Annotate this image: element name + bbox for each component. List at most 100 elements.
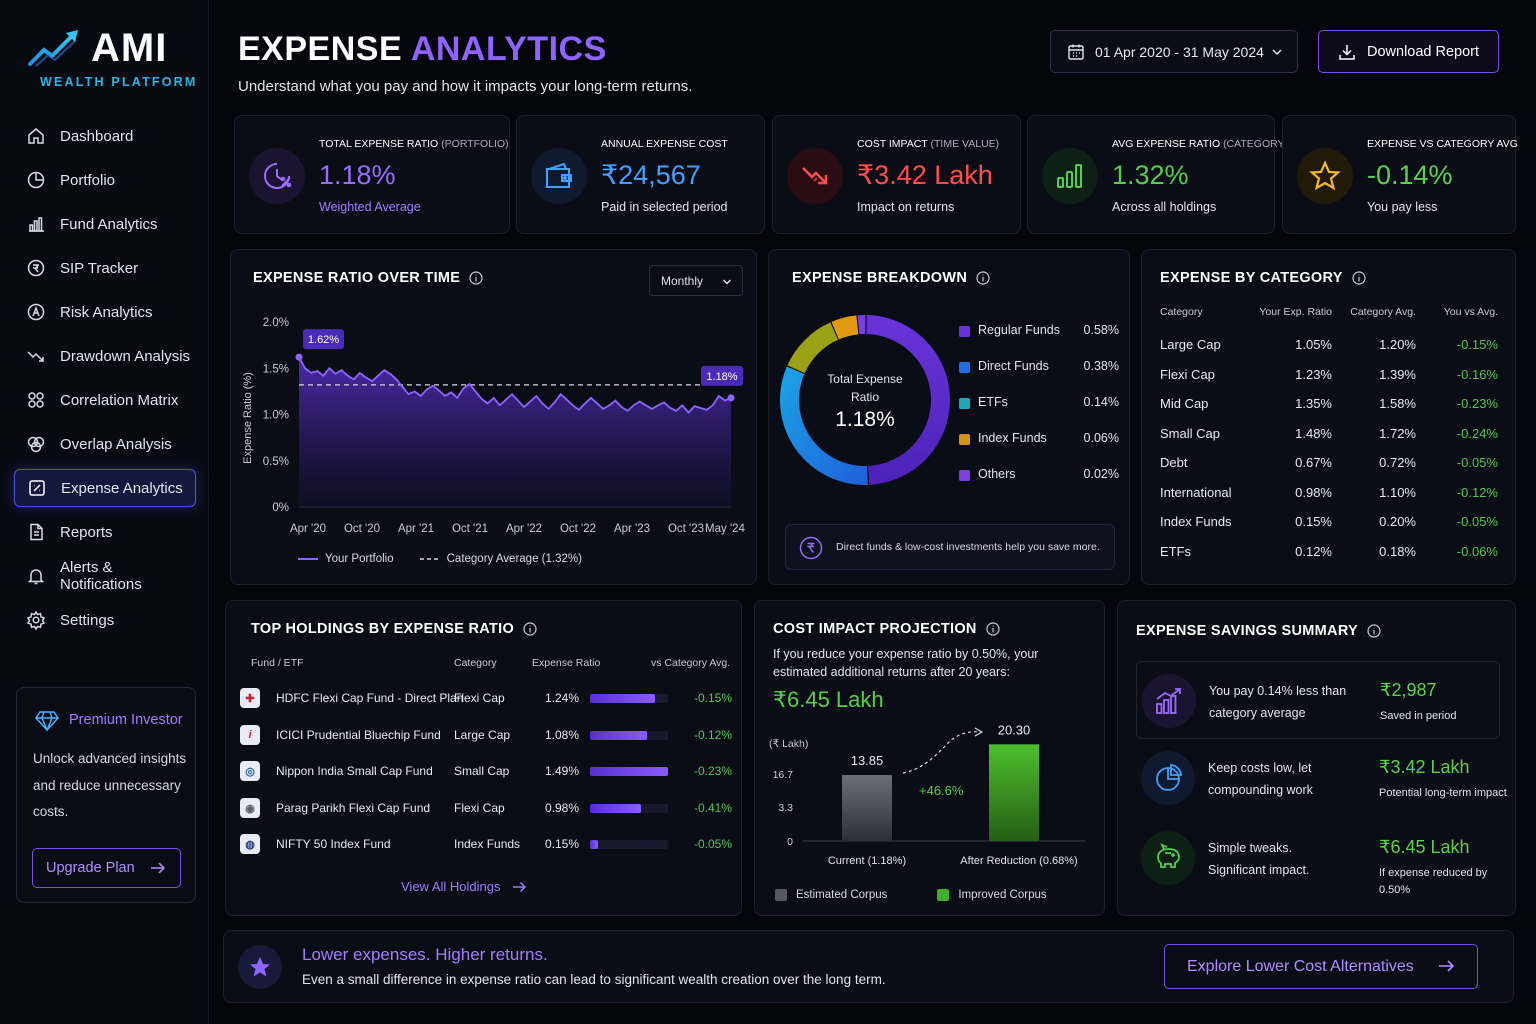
cell-your-ratio: 1.23% [1295,366,1332,382]
premium-title: Premium Investor [69,712,183,728]
savings-note: Saved in period [1380,710,1457,722]
info-icon[interactable] [976,271,990,285]
sidebar-item-sip-tracker[interactable]: SIP Tracker [14,246,196,290]
diamond-icon [35,711,59,732]
donut-segment[interactable] [831,315,859,340]
breakdown-legend-item: Index Funds 0.06% [959,430,1119,450]
sidebar-item-settings[interactable]: Settings [14,598,196,642]
download-report-label: Download Report [1367,43,1480,60]
bar-category-label: After Reduction (0.68%) [960,855,1077,867]
savings-item: Keep costs low, let compounding work ₹3.… [1136,739,1507,817]
kpi-label: AVG EXPENSE RATIO (CATEGORY) [1112,138,1288,150]
footer-banner: Lower expenses. Higher returns. Even a s… [223,930,1514,1003]
holding-row[interactable]: ✚ HDFC Flexi Cap Fund - Direct Plan Flex… [240,681,732,718]
info-icon[interactable] [523,622,537,636]
info-icon[interactable] [1352,271,1366,285]
bar-value-label: 20.30 [998,722,1031,737]
download-report-button[interactable]: Download Report [1318,30,1499,73]
sidebar-item-correlation-matrix[interactable]: Correlation Matrix [14,378,196,422]
legend-swatch [959,362,970,373]
sidebar-item-dashboard[interactable]: Dashboard [14,114,196,158]
projection-description: If you reduce your expense ratio by 0.50… [773,647,1039,679]
tip-text: Direct funds & low-cost investments help… [836,541,1100,553]
holding-fund: Parag Parikh Flexi Cap Fund [276,801,431,815]
cell-vs-avg: -0.23% [1456,396,1498,412]
projection-bar [842,775,892,841]
panel-title: EXPENSE SAVINGS SUMMARY [1136,623,1381,639]
sidebar-item-label: Overlap Analysis [60,435,172,453]
cell-your-ratio: 0.15% [1295,514,1332,530]
donut-segment[interactable] [787,322,839,374]
sidebar-item-expense-analytics[interactable]: Expense Analytics [14,469,196,507]
icici-logo-icon: i [240,725,260,745]
info-icon[interactable] [469,271,483,285]
cell-category-avg: 1.39% [1379,366,1416,382]
view-all-label: View All Holdings [401,879,501,894]
kpi-card-avg-expense-ratio: AVG EXPENSE RATIO (CATEGORY) 1.32% Acros… [1027,115,1288,234]
legend-value: 0.02% [1083,467,1119,481]
brand-logo[interactable]: AMI WEALTH PLATFORM [28,26,195,96]
kpi-subtext: Paid in selected period [601,200,728,214]
sidebar-item-label: SIP Tracker [60,259,139,277]
kpi-subtext: Weighted Average [319,200,421,214]
bar-value-label: 13.85 [851,753,884,768]
holding-row[interactable]: ◉ Parag Parikh Flexi Cap Fund Flexi Cap … [240,791,732,828]
view-all-holdings-link[interactable]: View All Holdings [401,879,527,894]
y-tick-label: 2.0% [263,317,289,329]
panel-title-text: EXPENSE SAVINGS SUMMARY [1136,623,1359,639]
holding-row[interactable]: ◍ NIFTY 50 Index Fund Index Funds 0.15% … [240,827,732,864]
y-axis-title: Expense Ratio (%) [242,372,254,464]
ratio-bar-fill [590,731,647,740]
legend-swatch [959,326,970,337]
panel-title: EXPENSE BREAKDOWN [792,270,990,286]
cell-category-avg: 0.72% [1379,455,1416,471]
bar-chart-icon [1042,148,1098,204]
rupee-circle-icon [799,536,823,560]
sidebar-item-portfolio[interactable]: Portfolio [14,158,196,202]
period-select[interactable]: Monthly [649,265,743,296]
sidebar-item-fund-analytics[interactable]: Fund Analytics [14,202,196,246]
holding-row[interactable]: ◎ Nippon India Small Cap Fund Small Cap … [240,754,732,791]
legend-swatch-estimated [775,889,787,901]
holding-row[interactable]: i ICICI Prudential Bluechip Fund Large C… [240,718,732,755]
info-icon[interactable] [1367,624,1381,638]
breakdown-donut-chart [780,315,951,485]
donut-center-value: 1.18% [835,408,895,431]
sidebar-item-drawdown-analysis[interactable]: Drawdown Analysis [14,334,196,378]
y-tick-label: 0.5% [263,456,289,468]
ratio-bar [590,767,668,776]
arrow-right-icon [1439,960,1455,972]
hdfc-logo-icon: ✚ [240,688,260,708]
kpi-subtext: Across all holdings [1112,200,1217,214]
arrow-right-icon [150,858,166,878]
brand-tagline: WEALTH PLATFORM [40,75,198,89]
sidebar-item-overlap-analysis[interactable]: Overlap Analysis [14,422,196,466]
bell-icon [27,569,45,585]
legend-category: Category Average (1.32%) [446,553,582,565]
donut-segment[interactable] [866,315,951,485]
upgrade-plan-button[interactable]: Upgrade Plan [32,848,181,888]
donut-segment[interactable] [780,366,868,485]
logo-chart-icon [28,30,78,67]
sidebar-item-label: Dashboard [60,127,134,145]
period-value: Monthly [661,273,704,288]
start-value-badge [303,329,344,350]
start-point [295,353,303,361]
sidebar-item-alerts-notifications[interactable]: Alerts & Notifications [14,554,196,598]
x-tick-label: Apr '20 [290,523,326,535]
kpi-card-total-expense-ratio: TOTAL EXPENSE RATIO (PORTFOLIO) 1.18% We… [234,115,510,234]
sidebar-item-reports[interactable]: Reports [14,510,196,554]
info-icon[interactable] [986,622,1000,636]
sidebar-item-label: Correlation Matrix [60,391,179,409]
sidebar-item-label: Alerts & Notifications [60,559,142,593]
sidebar-item-risk-analytics[interactable]: Risk Analytics [14,290,196,334]
projection-unit: (₹ Lakh) [769,738,808,750]
clock-percent-icon [249,148,305,204]
donut-segment[interactable] [857,315,866,335]
kpi-value: 1.32% [1112,160,1189,190]
column-header: vs Category Avg. [651,657,731,669]
explore-alternatives-button[interactable]: Explore Lower Cost Alternatives [1164,944,1478,989]
date-range-picker[interactable]: 01 Apr 2020 - 31 May 2024 [1050,30,1298,73]
download-icon [1339,44,1355,60]
kpi-label: ANNUAL EXPENSE COST [601,138,728,150]
